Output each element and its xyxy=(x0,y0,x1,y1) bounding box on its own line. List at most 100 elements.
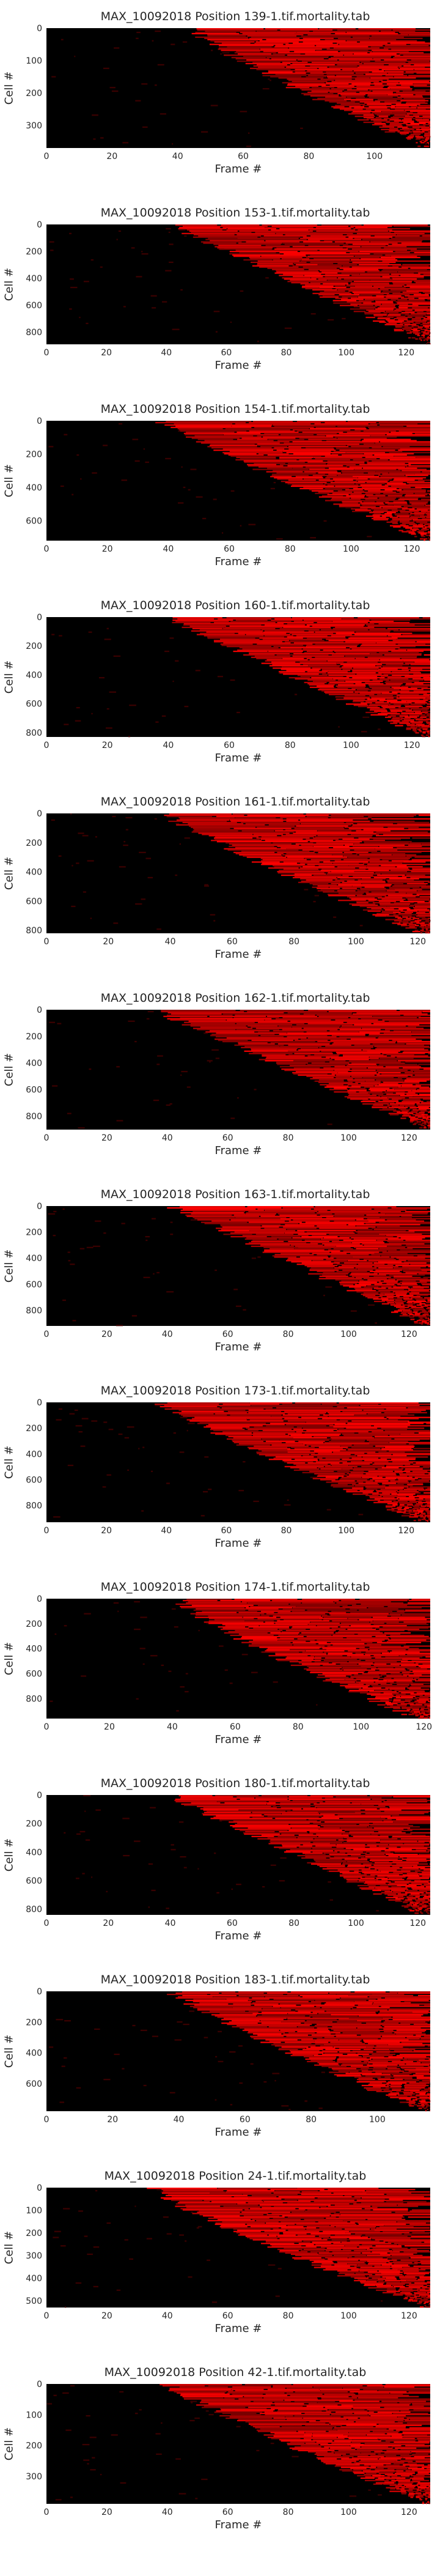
heatmap-cell xyxy=(277,871,331,873)
heatmap-cell xyxy=(318,479,353,481)
heatmap-cell xyxy=(430,920,431,922)
heatmap-cell xyxy=(222,2221,279,2223)
heatmap-cell xyxy=(402,1051,430,1053)
heatmap-cell xyxy=(213,1996,265,1998)
heatmap-cell xyxy=(268,1801,323,1803)
heatmap-cell xyxy=(421,1478,430,1479)
heatmap-cell xyxy=(284,1851,311,1853)
heatmap-cell xyxy=(401,297,415,299)
heatmap-cell xyxy=(319,1275,348,1277)
heatmap-cell xyxy=(392,691,430,693)
heatmap-cell xyxy=(369,96,393,98)
heatmap-cell xyxy=(248,1446,288,1448)
heatmap-cell xyxy=(70,1264,75,1265)
heatmap-cell xyxy=(372,447,430,449)
heatmap-cell xyxy=(292,1237,323,1239)
heatmap-cell xyxy=(89,1068,92,1070)
heatmap-cell xyxy=(414,908,428,910)
heatmap-cell xyxy=(339,2051,373,2053)
heatmap-cell xyxy=(185,1673,188,1675)
heatmap-cell xyxy=(270,76,302,78)
heatmap-cell xyxy=(277,1639,315,1641)
heatmap-cell xyxy=(353,70,384,72)
heatmap-cell xyxy=(386,1464,403,1467)
heatmap-cell xyxy=(315,1656,351,1658)
heatmap-cell xyxy=(312,1851,337,1853)
heatmap-cell xyxy=(408,2070,430,2072)
heatmap-cell xyxy=(413,1114,422,1116)
heatmap-cell xyxy=(235,846,277,849)
y-tick-label: 400 xyxy=(26,1645,42,1654)
heatmap-cell xyxy=(142,126,148,128)
heatmap-cell xyxy=(337,1814,399,1816)
heatmap-cell xyxy=(288,1433,341,1435)
heatmap-cell xyxy=(175,2203,237,2205)
heatmap-cell xyxy=(337,92,394,95)
heatmap-cell xyxy=(346,661,378,663)
heatmap-cell xyxy=(420,1282,430,1284)
heatmap-cell xyxy=(406,481,430,484)
heatmap-cell xyxy=(317,1625,350,1627)
heatmap-cell xyxy=(401,685,430,687)
heatmap-cell xyxy=(332,1662,373,1664)
heatmap-cell xyxy=(375,1480,389,1482)
heatmap-cell xyxy=(270,1840,344,1842)
heatmap-cell xyxy=(422,2062,430,2063)
heatmap-cell xyxy=(185,434,223,435)
heatmap-cell xyxy=(428,2098,430,2100)
heatmap-cell xyxy=(428,2058,430,2060)
heatmap-cell xyxy=(332,453,363,455)
heatmap-cell xyxy=(262,2207,320,2208)
heatmap-cell xyxy=(339,1036,378,1038)
heatmap-cell xyxy=(391,1673,410,1675)
heatmap-cell xyxy=(397,823,430,824)
heatmap-cell xyxy=(344,109,372,111)
heatmap-cell xyxy=(359,41,425,43)
heatmap-cell xyxy=(429,930,430,931)
heatmap-cell xyxy=(412,2012,430,2013)
heatmap-cell xyxy=(380,287,430,290)
heatmap-cell xyxy=(410,267,430,269)
heatmap-cell xyxy=(315,836,372,838)
heatmap-cell xyxy=(376,2051,430,2053)
heatmap-cell xyxy=(406,855,430,857)
heatmap-cell xyxy=(341,1280,359,1282)
heatmap-cell xyxy=(389,1878,403,1879)
heatmap-cell xyxy=(417,890,430,892)
heatmap-cell xyxy=(406,2063,430,2065)
heatmap-cell xyxy=(163,2216,169,2218)
heatmap-cell xyxy=(358,1885,376,1887)
heatmap-cell xyxy=(219,1819,307,1821)
heatmap-cell xyxy=(403,1114,410,1116)
heatmap-cell xyxy=(414,702,428,704)
heatmap-cell xyxy=(365,1080,381,1082)
heatmap-cell xyxy=(283,868,318,870)
heatmap-cell xyxy=(332,1043,370,1045)
heatmap-cell xyxy=(216,841,308,843)
heatmap-cell xyxy=(240,457,276,460)
heatmap-cell xyxy=(290,1649,326,1651)
heatmap-cell xyxy=(202,1813,282,1815)
heatmap-cell xyxy=(67,1464,74,1467)
heatmap-cell xyxy=(342,1668,367,1670)
heatmap-cell xyxy=(411,1297,423,1299)
heatmap-cell xyxy=(409,1308,414,1309)
heatmap-cell xyxy=(416,282,430,284)
heatmap-cell xyxy=(360,1083,381,1084)
heatmap-cell xyxy=(249,1230,296,1232)
heatmap-cell xyxy=(331,81,380,83)
heatmap-cell xyxy=(175,1801,217,1803)
heatmap-cell xyxy=(365,456,416,459)
heatmap-cell xyxy=(384,484,430,486)
heatmap-cell xyxy=(420,324,430,325)
heatmap-cell xyxy=(406,1487,424,1489)
heatmap-cell xyxy=(322,1648,356,1649)
heatmap-cell xyxy=(361,1803,430,1805)
heatmap-cell xyxy=(180,289,183,291)
y-tick-label: 400 xyxy=(26,2049,42,2059)
heatmap-cell xyxy=(400,67,430,69)
heatmap-cell xyxy=(327,672,376,674)
heatmap-cell xyxy=(384,513,392,515)
heatmap-cell xyxy=(416,911,425,913)
heatmap-cell xyxy=(402,1100,424,1103)
